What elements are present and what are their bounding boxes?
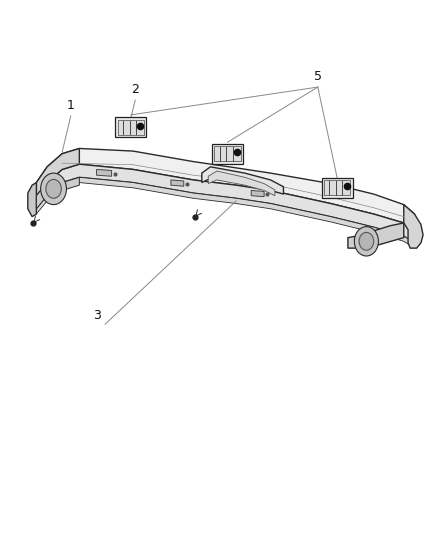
Polygon shape — [116, 117, 146, 138]
Text: 1: 1 — [67, 99, 75, 112]
Polygon shape — [208, 171, 275, 196]
Polygon shape — [36, 149, 414, 230]
Circle shape — [359, 232, 374, 250]
Polygon shape — [117, 120, 144, 135]
Polygon shape — [202, 167, 283, 194]
Circle shape — [41, 173, 67, 205]
Text: 5: 5 — [314, 70, 322, 83]
Polygon shape — [251, 190, 264, 197]
Circle shape — [354, 227, 378, 256]
Polygon shape — [171, 180, 184, 186]
Polygon shape — [36, 177, 79, 209]
Text: 3: 3 — [92, 309, 100, 321]
Polygon shape — [28, 183, 36, 216]
Polygon shape — [36, 149, 79, 196]
Polygon shape — [36, 177, 414, 248]
Circle shape — [46, 180, 61, 198]
Polygon shape — [348, 223, 404, 248]
Polygon shape — [404, 205, 423, 248]
Polygon shape — [321, 178, 353, 198]
Polygon shape — [212, 144, 243, 164]
Text: 2: 2 — [131, 83, 139, 96]
Polygon shape — [36, 164, 414, 243]
Polygon shape — [324, 181, 350, 195]
Polygon shape — [214, 147, 241, 161]
Polygon shape — [96, 169, 112, 176]
